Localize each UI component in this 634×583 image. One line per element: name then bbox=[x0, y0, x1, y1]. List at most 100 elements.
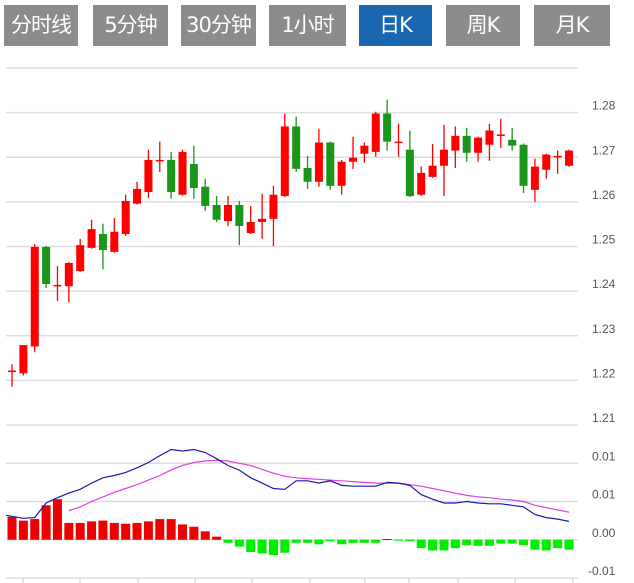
macd-bar-negative bbox=[223, 539, 233, 543]
candle-up bbox=[542, 154, 551, 170]
dea-line bbox=[68, 459, 570, 513]
dif-line bbox=[5, 448, 570, 522]
tab-1hour[interactable]: 1小时 bbox=[269, 5, 346, 46]
macd-bar-positive bbox=[382, 538, 392, 540]
period-tabs: 分时线 5分钟 30分钟 1小时 日K 周K 月K bbox=[0, 0, 634, 50]
macd-bar-positive bbox=[7, 516, 17, 540]
macd-bar-positive bbox=[189, 526, 199, 540]
macd-bar-positive bbox=[212, 536, 222, 540]
macd-bar-positive bbox=[121, 523, 131, 540]
candle-up bbox=[121, 200, 130, 235]
candle-up bbox=[110, 231, 119, 252]
tab-30min[interactable]: 30分钟 bbox=[181, 5, 256, 46]
macd-bar-negative bbox=[268, 539, 278, 556]
candle-down bbox=[519, 144, 528, 186]
candle-up bbox=[144, 159, 153, 193]
macd-bar-positive bbox=[132, 522, 142, 540]
candle-up bbox=[530, 166, 539, 190]
candle-down bbox=[42, 246, 51, 284]
macd-bar-negative bbox=[325, 539, 335, 542]
macd-bar-negative bbox=[246, 539, 256, 552]
macd-bar-negative bbox=[519, 539, 529, 546]
candle-up bbox=[280, 126, 289, 197]
macd-bar-negative bbox=[337, 539, 347, 545]
candle-down bbox=[508, 139, 517, 146]
macd-bar-negative bbox=[541, 539, 551, 551]
candle-up bbox=[8, 370, 16, 373]
candle-up bbox=[337, 161, 346, 186]
candle-up bbox=[474, 137, 483, 153]
macd-bar-positive bbox=[41, 505, 51, 540]
macd-bar-positive bbox=[166, 519, 176, 540]
candle-up bbox=[496, 134, 505, 136]
macd-y-tick-label: 0.00 bbox=[592, 526, 616, 540]
candle-up bbox=[371, 113, 380, 152]
tab-monthly-k[interactable]: 月K bbox=[534, 5, 610, 46]
macd-y-tick-label: 0.01 bbox=[592, 449, 616, 463]
macd-bar-negative bbox=[507, 539, 517, 544]
macd-bar-positive bbox=[155, 519, 165, 540]
candle-down bbox=[167, 159, 176, 193]
macd-bar-negative bbox=[530, 539, 540, 550]
candle-down bbox=[326, 142, 335, 186]
y-tick-label: 1.26 bbox=[592, 188, 616, 202]
candle-up bbox=[451, 135, 460, 151]
candle-up bbox=[53, 284, 62, 287]
tab-intraday[interactable]: 分时线 bbox=[4, 5, 78, 46]
tab-weekly-k[interactable]: 周K bbox=[446, 5, 520, 46]
macd-bar-negative bbox=[450, 539, 460, 549]
macd-bar-positive bbox=[87, 521, 97, 540]
macd-bar-negative bbox=[234, 539, 244, 547]
macd-bar-negative bbox=[314, 539, 324, 545]
macd-bar-positive bbox=[18, 520, 28, 540]
macd-bar-positive bbox=[143, 521, 153, 540]
candle-down bbox=[201, 186, 210, 206]
candle-up bbox=[19, 345, 28, 374]
macd-bar-negative bbox=[416, 539, 426, 549]
y-tick-label: 1.22 bbox=[592, 366, 616, 380]
macd-y-tick-label: 0.01 bbox=[592, 488, 616, 502]
candle-up bbox=[394, 141, 403, 144]
candle-up bbox=[417, 172, 426, 195]
macd-bar-negative bbox=[348, 539, 358, 543]
macd-bar-negative bbox=[359, 539, 369, 543]
macd-bar-positive bbox=[52, 499, 62, 540]
candle-down bbox=[383, 113, 392, 142]
macd-bar-negative bbox=[462, 539, 472, 546]
candle-down bbox=[189, 163, 198, 189]
macd-y-tick-label: -0.01 bbox=[588, 564, 616, 578]
macd-bar-negative bbox=[405, 539, 415, 542]
candle-up bbox=[178, 151, 187, 195]
tab-daily-k[interactable]: 日K bbox=[359, 5, 432, 46]
candle-down bbox=[212, 204, 221, 220]
macd-bar-negative bbox=[439, 539, 449, 551]
macd-bar-positive bbox=[178, 524, 188, 540]
candle-up bbox=[223, 204, 232, 222]
candle-up bbox=[565, 150, 573, 166]
candle-down bbox=[405, 149, 414, 197]
candle-up bbox=[349, 157, 358, 162]
y-tick-label: 1.28 bbox=[592, 99, 616, 113]
tab-5min[interactable]: 5分钟 bbox=[93, 5, 168, 46]
candle-up bbox=[64, 263, 73, 287]
macd-bar-negative bbox=[303, 539, 313, 543]
macd-bar-negative bbox=[291, 539, 301, 543]
candle-up bbox=[258, 218, 267, 222]
candle-up bbox=[246, 221, 255, 234]
candle-down bbox=[235, 204, 244, 226]
y-tick-label: 1.25 bbox=[592, 233, 616, 247]
y-tick-label: 1.24 bbox=[592, 277, 616, 291]
macd-bar-positive bbox=[64, 522, 74, 540]
macd-bar-negative bbox=[553, 539, 563, 549]
macd-bar-positive bbox=[98, 520, 108, 540]
macd-bar-negative bbox=[257, 539, 267, 554]
candle-up bbox=[76, 245, 85, 272]
macd-bar-negative bbox=[473, 539, 483, 546]
y-tick-label: 1.23 bbox=[592, 322, 616, 336]
candle-up bbox=[269, 194, 278, 219]
macd-bar-positive bbox=[200, 531, 210, 540]
candle-down bbox=[303, 167, 312, 182]
macd-bar-negative bbox=[280, 539, 290, 553]
macd-bar-negative bbox=[564, 539, 574, 550]
y-tick-label: 1.21 bbox=[592, 411, 616, 425]
